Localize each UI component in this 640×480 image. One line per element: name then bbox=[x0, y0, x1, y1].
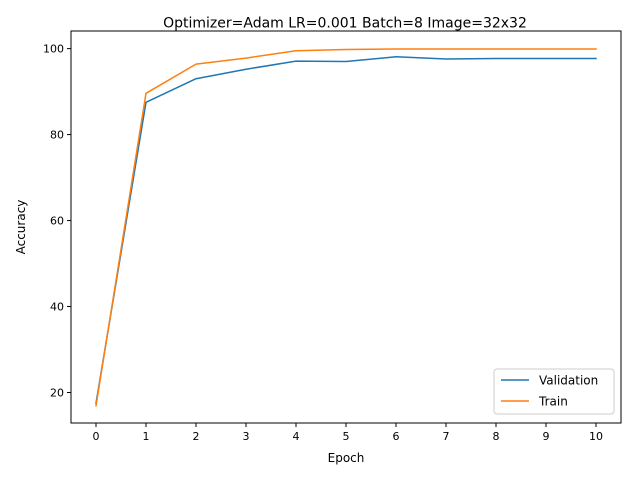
legend: Validation Train bbox=[493, 368, 615, 415]
y-tick-label: 40 bbox=[50, 301, 64, 314]
y-tick-label: 80 bbox=[50, 129, 64, 142]
x-axis-label: Epoch bbox=[328, 451, 365, 465]
y-axis-label: Accuracy bbox=[14, 200, 28, 255]
x-tick-label: 3 bbox=[243, 430, 250, 443]
y-tick-label: 60 bbox=[50, 215, 64, 228]
y-tick-label: 100 bbox=[43, 43, 64, 56]
x-tick-label: 9 bbox=[543, 430, 550, 443]
y-axis-ticks: 20 40 60 80 100 bbox=[43, 43, 71, 399]
x-tick-label: 8 bbox=[493, 430, 500, 443]
x-tick-label: 5 bbox=[343, 430, 350, 443]
legend-label-validation: Validation bbox=[539, 374, 598, 388]
x-tick-label: 2 bbox=[193, 430, 200, 443]
x-tick-label: 10 bbox=[589, 430, 603, 443]
x-tick-label: 7 bbox=[443, 430, 450, 443]
x-axis-ticks: 0 1 2 3 4 5 6 7 8 9 10 bbox=[93, 423, 603, 443]
y-tick-label: 20 bbox=[50, 386, 64, 399]
chart-title: Optimizer=Adam LR=0.001 Batch=8 Image=32… bbox=[163, 16, 527, 32]
x-tick-label: 4 bbox=[293, 430, 300, 443]
series-layer bbox=[95, 48, 597, 407]
x-tick-label: 6 bbox=[393, 430, 400, 443]
x-tick-label: 1 bbox=[143, 430, 150, 443]
legend-label-train: Train bbox=[538, 395, 568, 409]
series-line-validation bbox=[95, 56, 597, 405]
x-tick-label: 0 bbox=[93, 430, 100, 443]
series-line-train bbox=[95, 48, 597, 407]
